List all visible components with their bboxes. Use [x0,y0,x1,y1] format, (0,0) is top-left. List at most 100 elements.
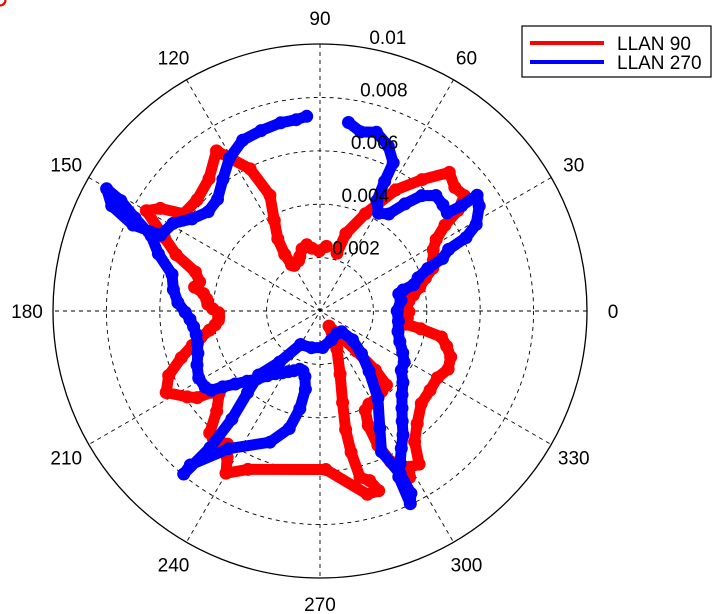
series-1-point [407,278,421,292]
series-1-point [362,364,376,378]
series-1-point [263,435,277,449]
series-1-point [126,218,140,232]
series-0-point [431,371,444,385]
series-1-point [369,125,383,139]
series-0-point [358,207,372,221]
series-0-point [372,484,386,498]
series-0-point [423,383,437,397]
series-1-point [386,156,400,170]
series-0-point [441,362,455,376]
series-1-point [324,333,338,347]
angle-tick-label: 60 [456,48,477,69]
series-1-point [178,305,192,319]
series-1-point [240,374,254,388]
series-1-point [216,380,230,394]
radial-tick-labels: 0.002 0.004 0.006 0.008 0.01 [332,28,407,259]
series-0-point [319,463,333,476]
series-0-point [210,144,223,158]
series-1-point [381,139,395,153]
series-0-point [153,201,167,215]
series-1-point [189,327,203,341]
legend: LLAN 90 LLAN 270 [521,25,712,78]
series-1-point [294,338,308,351]
polar-grid [52,43,588,579]
series-0-point [305,241,319,255]
series-0-point [190,391,204,405]
radial-tick-label: 0.006 [351,133,399,154]
radial-grid-circle-3 [105,96,535,526]
series-0-point [344,445,358,459]
series-1-point [442,242,456,256]
radial-tick-label: 0.008 [360,81,408,102]
series-1-point [394,363,408,377]
series-0-point [339,227,353,240]
series-1-point [166,216,180,230]
series-1-point [395,414,409,428]
series-0-point [360,487,374,501]
series-0-point [444,350,458,364]
series-0-point [319,239,333,253]
series-0-point [415,173,429,187]
series-0-point [201,297,215,311]
series-1-point [269,367,282,381]
series-1-point [236,133,250,147]
series-1-point [275,366,289,380]
series-1-point [415,189,429,203]
series-1-point [151,247,165,261]
series-0-point [202,172,216,186]
series-1-point [198,380,212,394]
series-1-point [203,441,217,455]
series-1-point [397,355,411,369]
series-1-point [154,228,168,242]
series-0-point [380,378,393,392]
series-1-point [382,207,396,221]
series-0-point [278,247,292,261]
series-1-point [373,421,387,435]
series-1-point [191,346,205,360]
angle-tick-label: 0 [608,302,619,323]
series-1-point [100,182,114,196]
series-1-point [228,377,242,391]
series-1-point [455,199,469,213]
series-1-point [469,217,483,231]
series-1-point [392,287,406,301]
series-1-point [472,199,486,213]
series-1-point [396,346,410,360]
series-0-point [267,213,281,227]
radial-tick-label: 0.002 [332,238,380,259]
angle-tick-labels: 0 30 60 90 120 150 180 210 240 270 300 330 [11,9,618,614]
series-1-point [378,175,392,188]
series-0-point [190,193,204,207]
series-0-point [180,390,194,404]
series-1-point [436,252,449,265]
series-0-point [169,248,183,262]
series-0-point [389,183,403,197]
legend-label-llan-270: LLAN 270 [617,53,702,74]
series-1-point [274,116,288,130]
series-1-point [128,211,142,225]
series-1-point [375,445,388,459]
series-1-point [165,267,179,281]
series-1-point [187,320,201,334]
series-1-point [440,206,454,220]
series-1-point [355,347,368,361]
series-1-point [105,199,119,213]
series-1-point [144,229,158,243]
series-1-point [225,412,239,426]
angle-tick-label: 330 [558,449,590,470]
angle-tick-label: 300 [451,556,483,577]
series-1-point [171,296,185,310]
series-0-point [363,474,377,488]
series-1-point [190,336,204,350]
series-0-point [243,162,257,176]
series-1-point [370,194,384,208]
series-0-point [358,403,372,417]
series-line-1 [101,110,485,510]
series-1-point [222,442,235,456]
series-0-point [361,418,375,432]
series-1-point [393,467,407,481]
series-1-point [254,124,268,138]
series-0-point [188,265,202,279]
series-0-point [339,423,353,436]
